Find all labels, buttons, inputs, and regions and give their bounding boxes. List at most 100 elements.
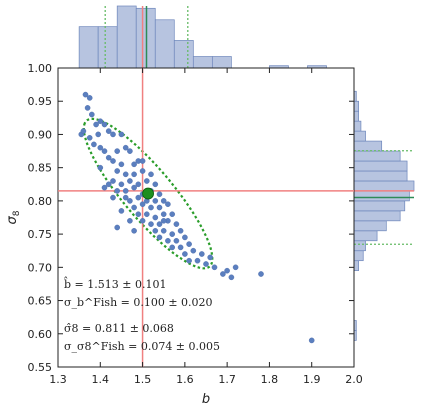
scatter-point [91, 141, 97, 148]
scatter-point [122, 171, 129, 178]
scatter-point [143, 211, 150, 217]
scatter-point [114, 224, 120, 231]
scatter-point [173, 221, 180, 227]
right-histogram [353, 90, 415, 341]
y-tick-label: 0.85 [28, 162, 53, 175]
scatter-point [160, 198, 167, 204]
scatter-point [101, 148, 108, 154]
scatter-point [105, 181, 112, 188]
x-tick-label: 1.4 [92, 373, 110, 386]
scatter-point [258, 271, 264, 277]
scatter-point [143, 178, 150, 184]
right-hist-bar [353, 150, 401, 162]
scatter-point [173, 237, 180, 244]
scatter-point [84, 105, 91, 111]
scatter-point [139, 217, 146, 224]
scatter-point [228, 274, 235, 281]
scatter-point [152, 181, 159, 188]
scatter-point [169, 211, 175, 217]
scatter-point [156, 221, 163, 227]
scatter-point [89, 111, 95, 118]
axis-ticks: 1.3 1.4 1.5 1.6 1.7 1.8 1.9 2.0 0.55 0.60 0.65 0.70… [28, 62, 363, 386]
scatter-point [110, 131, 116, 138]
scatter-point [105, 154, 112, 161]
scatter-point [139, 201, 146, 207]
fisher-ellipse [82, 117, 214, 270]
scatter-point [148, 204, 154, 211]
scatter-point [169, 244, 175, 251]
best-fit-marker [142, 187, 154, 200]
chart-marks [58, 68, 354, 367]
top-hist-bar [154, 19, 175, 69]
scatter-point [127, 217, 133, 224]
x-tick-label: 1.7 [218, 373, 236, 386]
scatter-point [97, 118, 104, 124]
scatter-point [97, 164, 104, 171]
right-hist-bar [353, 100, 359, 112]
right-hist-bar [353, 210, 401, 222]
scatter-point [190, 247, 197, 254]
right-hist-bar [353, 140, 383, 152]
scatter-point [118, 208, 125, 214]
scatter-point [186, 257, 192, 264]
scatter-point [86, 134, 93, 141]
scatter-point [156, 204, 163, 211]
scatter-point [118, 131, 125, 138]
y-tick-label: 0.55 [28, 361, 53, 374]
y-tick-label: 0.80 [28, 195, 53, 208]
scatter-point [131, 204, 137, 211]
right-hist-bar [353, 200, 406, 212]
scatter-point [182, 234, 188, 241]
right-hist-bar [353, 220, 387, 232]
scatter-point [148, 171, 154, 178]
scatter-point [110, 178, 116, 184]
y-tick-label: 0.75 [28, 228, 53, 241]
scatter-point [122, 188, 129, 194]
scatter-point [160, 211, 167, 217]
y-axis-label: σ8 [5, 210, 22, 224]
scatter-point [186, 241, 192, 247]
scatter-point [139, 158, 146, 164]
y-tick-label: 0.70 [28, 261, 53, 274]
x-tick-label: 1.6 [176, 373, 194, 386]
scatter-point [131, 184, 137, 191]
scatter-point [160, 227, 167, 234]
scatter-point [169, 231, 175, 237]
y-tick-label: 0.60 [28, 328, 53, 341]
right-hist-bar [353, 250, 364, 262]
scatter-point [131, 161, 137, 168]
scatter-point [152, 198, 159, 204]
top-hist-bar [192, 56, 213, 69]
main-plot-area: 1.3 1.4 1.5 1.6 1.7 1.8 1.9 2.0 0.55 0.60 0.65 0.70… [28, 62, 363, 386]
annotation-block: b̂ = 1.513 ± 0.101 σ_b^Fish = 0.100 ± 0.… [64, 277, 221, 353]
right-hist-bar [353, 170, 408, 182]
x-tick-label: 1.3 [49, 373, 67, 386]
scatter-point [232, 264, 239, 271]
top-hist-bar [78, 26, 99, 69]
top-hist-bar [211, 56, 232, 69]
scatter-point [160, 217, 167, 224]
x-tick-label: 1.5 [134, 373, 152, 386]
right-hist-bar [353, 240, 366, 252]
scatter-point [224, 267, 230, 274]
scatter-point [198, 251, 205, 257]
scatter-point [156, 234, 163, 241]
scatter-point [110, 194, 116, 201]
x-tick-label: 2.0 [345, 373, 363, 386]
scatter-point [101, 121, 108, 128]
scatter-point [152, 227, 159, 234]
top-hist-bar [97, 26, 118, 69]
scatter-point [114, 148, 120, 154]
y-tick-label: 0.90 [28, 128, 53, 141]
top-histogram [78, 5, 327, 69]
right-hist-bar [353, 190, 410, 202]
right-hist-bar [353, 120, 362, 132]
scatter-point [135, 181, 142, 188]
scatter-point [114, 188, 120, 194]
scatter-point [131, 227, 137, 234]
annotation-s8-fisher: σ_σ8^Fish = 0.074 ± 0.005 [64, 340, 220, 353]
scatter-point [211, 264, 218, 271]
right-hist-bar [353, 260, 359, 272]
